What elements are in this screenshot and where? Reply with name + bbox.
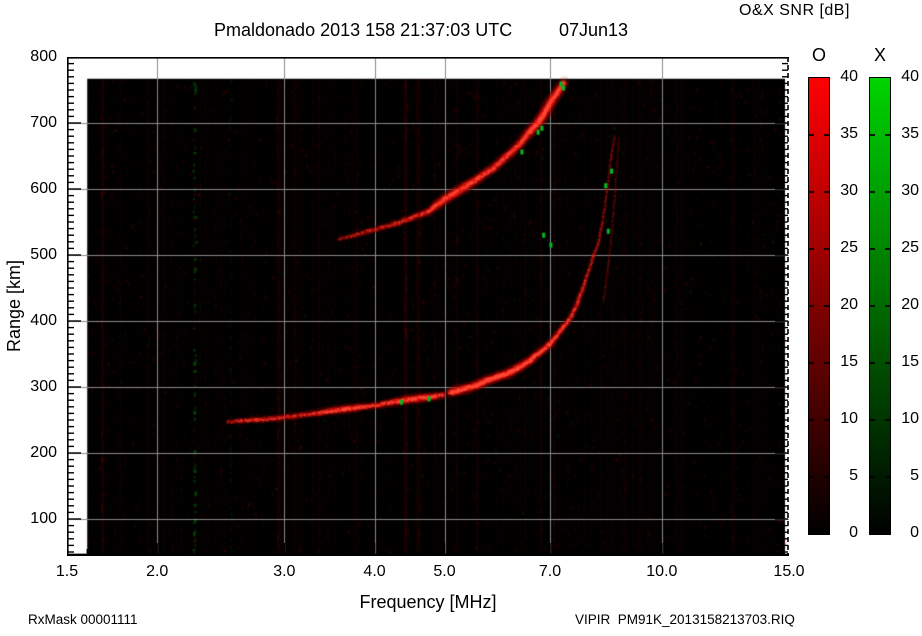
x-tick-label: 4.0 [363,563,386,580]
colorbar-tick-dash [824,362,829,364]
colorbar-tick-dash [885,419,890,421]
colorbar-tick-dash [824,191,829,193]
colorbar-tick-dash [885,191,890,193]
colorbar-tick-dash [809,305,814,307]
x-tick-label: 7.0 [538,563,562,580]
colorbar-tick-dash [870,476,875,478]
y-tick-label: 600 [30,180,57,197]
colorbar-tick-label: 40 [901,68,919,85]
colorbar-tick-dash [809,476,814,478]
colorbar-tick-dash [870,134,875,136]
colorbar-x-gradient [869,77,891,535]
colorbar-tick-dash [885,305,890,307]
colorbar-tick-label: 10 [840,410,858,427]
colorbar-tick-dash [809,419,814,421]
y-tick-label: 800 [30,48,57,65]
colorbar-tick-dash [824,248,829,250]
colorbar-x-header: X [873,45,886,65]
x-tick-label: 2.0 [146,563,169,580]
colorbar-tick-label: 20 [901,296,919,313]
colorbar-tick-dash [809,191,814,193]
x-tick-label: 5.0 [433,563,456,580]
colorbar-tick-dash [885,476,890,478]
colorbar-tick-label: 15 [901,353,919,370]
colorbar-tick-dash [824,305,829,307]
y-tick-label: 100 [30,510,57,527]
colorbar-tick-label: 25 [901,239,919,256]
colorbar-tick-dash [809,134,814,136]
colorbar-o-gradient [808,77,830,535]
plot-title: Pmaldonado 2013 158 21:37:03 UTC [214,20,513,40]
colorbar-tick-label: 0 [849,524,858,541]
rxmask-annotation: RxMask 00001111 [28,612,138,627]
y-tick-label: 500 [30,246,57,263]
x-axis-title: Frequency [MHz] [359,592,497,612]
ionogram-plot-area [67,57,789,556]
colorbar-tick-dash [824,476,829,478]
x-tick-label: 10.0 [646,563,678,580]
colorbar-tick-label: 20 [840,296,858,313]
colorbar-tick-label: 5 [849,467,858,484]
colorbar-tick-label: 0 [910,524,919,541]
colorbar-tick-dash [824,419,829,421]
colorbar-tick-dash [870,191,875,193]
x-tick-label: 1.5 [55,563,79,580]
ionogram-canvas [67,57,789,556]
colorbar-tick-dash [885,362,890,364]
y-tick-label: 200 [30,444,57,461]
colorbar-tick-label: 5 [910,467,919,484]
colorbar-tick-label: 30 [901,182,919,199]
plot-date: 07Jun13 [559,20,629,40]
y-tick-label: 300 [30,378,57,395]
colorbar-tick-label: 40 [840,68,858,85]
colorbar-tick-label: 15 [840,353,858,370]
colorbar-tick-dash [885,248,890,250]
y-axis-title: Range [km] [4,259,24,353]
colorbar-tick-label: 35 [901,125,919,142]
source-file-annotation: VIPIR PM91K_2013158213703.RIQ [575,612,795,627]
colorbar-title: O&X SNR [dB] [739,2,850,19]
x-tick-label: 3.0 [273,563,296,580]
colorbar-tick-dash [870,419,875,421]
colorbar-o-header: O [811,45,826,65]
colorbar-tick-label: 30 [840,182,858,199]
y-tick-label: 400 [30,312,57,329]
colorbar-tick-dash [809,362,814,364]
colorbar-tick-dash [870,305,875,307]
x-tick-label: 15.0 [773,563,805,580]
colorbar-tick-label: 25 [840,239,858,256]
colorbar-tick-label: 10 [901,410,919,427]
colorbar-tick-dash [870,362,875,364]
colorbar-tick-dash [885,134,890,136]
colorbar-tick-dash [870,248,875,250]
colorbar-tick-label: 35 [840,125,858,142]
y-tick-label: 700 [30,114,57,131]
colorbar-tick-dash [809,248,814,250]
colorbar-tick-dash [824,134,829,136]
